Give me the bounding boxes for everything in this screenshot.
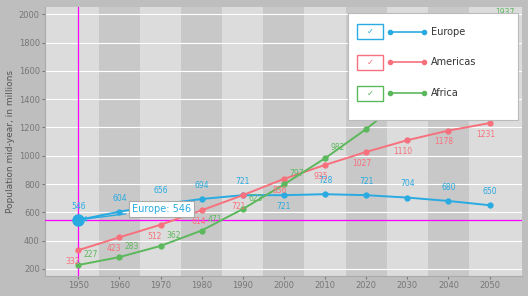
Text: 362: 362	[166, 231, 181, 239]
Text: 982: 982	[331, 143, 345, 152]
Text: 1110: 1110	[393, 147, 413, 156]
Text: 721: 721	[231, 202, 246, 211]
Text: 283: 283	[125, 242, 139, 251]
Bar	[469, 7, 510, 276]
Text: Americas: Americas	[431, 57, 476, 67]
Bar	[357, 24, 383, 39]
Bar	[99, 7, 140, 276]
Bar	[263, 7, 305, 276]
Text: 721: 721	[235, 177, 250, 186]
Text: 471: 471	[207, 215, 222, 224]
Text: 1027: 1027	[352, 159, 372, 168]
Text: 694: 694	[194, 181, 209, 190]
Text: 227: 227	[84, 250, 98, 259]
Text: 1700: 1700	[454, 41, 473, 51]
Text: Africa: Africa	[431, 88, 459, 98]
FancyBboxPatch shape	[348, 13, 517, 120]
Bar	[386, 7, 428, 276]
Bar	[181, 7, 222, 276]
Text: ✓: ✓	[366, 89, 373, 98]
Text: 797: 797	[289, 169, 304, 178]
Text: 332: 332	[65, 257, 80, 266]
Text: 614: 614	[192, 217, 206, 226]
Bar	[357, 55, 383, 70]
Bar	[58, 7, 99, 276]
Bar	[357, 86, 383, 101]
Text: 935: 935	[314, 172, 328, 181]
Text: 704: 704	[400, 179, 414, 189]
Text: 680: 680	[441, 183, 456, 192]
Text: 604: 604	[112, 194, 127, 202]
Text: 728: 728	[318, 176, 332, 185]
Text: 546: 546	[71, 202, 86, 211]
Text: Europe: Europe	[431, 27, 465, 36]
Bar	[428, 7, 469, 276]
Text: 623: 623	[248, 194, 263, 203]
Bar	[346, 7, 386, 276]
Bar	[305, 7, 346, 276]
Text: 721: 721	[359, 177, 373, 186]
Text: 656: 656	[153, 186, 168, 195]
Text: 650: 650	[482, 187, 497, 196]
Text: 423: 423	[107, 244, 121, 253]
Text: 836: 836	[272, 186, 287, 195]
Text: 1178: 1178	[435, 137, 454, 147]
Text: 512: 512	[148, 231, 162, 241]
Bar	[140, 7, 181, 276]
Bar	[222, 7, 263, 276]
Text: ✓: ✓	[366, 27, 373, 36]
Text: 1231: 1231	[476, 130, 495, 139]
Y-axis label: Population mid-year, in millions: Population mid-year, in millions	[6, 70, 15, 213]
Text: Europe: 546: Europe: 546	[82, 204, 191, 221]
Text: 1189: 1189	[372, 114, 391, 123]
Text: 721: 721	[277, 202, 291, 211]
Text: 1937: 1937	[495, 8, 514, 17]
Text: 1420: 1420	[413, 81, 432, 90]
Text: ✓: ✓	[366, 58, 373, 67]
